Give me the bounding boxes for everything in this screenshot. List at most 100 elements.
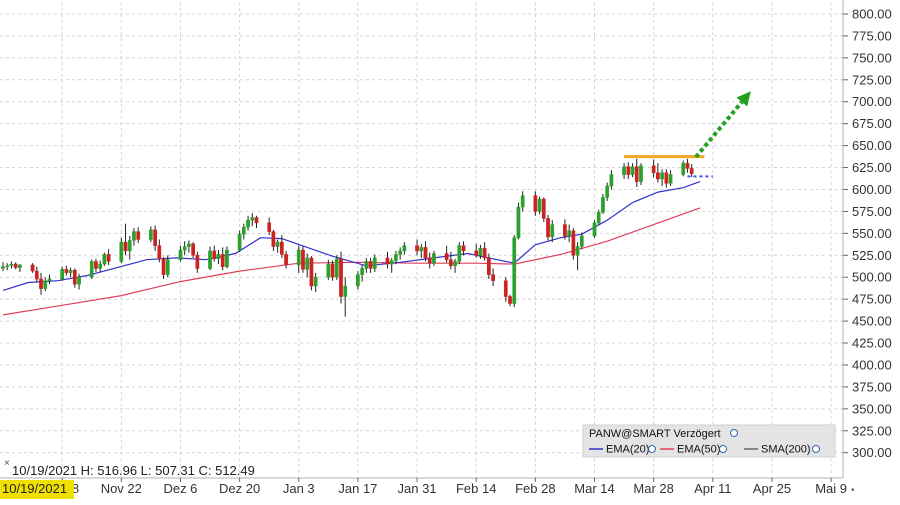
candle-body <box>89 261 94 278</box>
y-tick-label: 400.00 <box>852 357 892 372</box>
candle-body <box>453 261 457 267</box>
candle-body <box>161 258 166 275</box>
candle-body <box>64 269 69 274</box>
candle-body <box>326 263 331 278</box>
candle-body <box>601 197 605 213</box>
x-tick-label: Nov 22 <box>101 481 142 496</box>
candle <box>94 258 98 272</box>
candle <box>157 239 162 263</box>
x-tick-label: Mar 14 <box>574 481 614 496</box>
candle <box>389 257 394 273</box>
candle <box>161 257 166 279</box>
candle <box>487 253 491 279</box>
candle-body <box>18 264 22 268</box>
candle <box>503 277 508 302</box>
candle <box>453 258 457 273</box>
candle <box>356 271 360 290</box>
candle <box>689 164 694 178</box>
x-tick-label: Jan 31 <box>398 481 437 496</box>
candle <box>68 267 73 278</box>
candle-body <box>474 250 479 256</box>
candle-body <box>77 276 81 285</box>
x-tick-label: Dez 6 <box>163 481 197 496</box>
y-tick-label: 650.00 <box>852 138 892 153</box>
candle-body <box>537 198 542 212</box>
candle-body <box>208 250 212 269</box>
candle <box>30 263 35 273</box>
candle-body <box>309 257 314 287</box>
candle <box>516 202 521 240</box>
candle <box>77 273 81 290</box>
candle-body <box>622 166 626 175</box>
y-tick-label: 725.00 <box>852 72 892 87</box>
candle <box>596 209 601 225</box>
x-tick-label: Feb 14 <box>456 481 496 496</box>
candle-body <box>1 266 5 269</box>
candle-body <box>149 229 153 240</box>
candle-body <box>72 269 77 285</box>
globe-icon[interactable] <box>648 445 656 453</box>
globe-icon[interactable] <box>719 445 727 453</box>
settings-icon: • <box>851 485 855 496</box>
x-tick-label: Apr 11 <box>694 481 731 496</box>
candle <box>208 246 212 271</box>
candle-body <box>13 263 18 268</box>
globe-icon[interactable] <box>812 445 820 453</box>
legend-series-label: EMA(20) <box>606 444 649 456</box>
candle <box>13 262 18 270</box>
candle-body <box>423 247 428 259</box>
candle-body <box>34 270 39 280</box>
candle <box>334 255 339 280</box>
candle <box>508 294 512 307</box>
candle <box>309 256 314 291</box>
candle <box>364 257 369 273</box>
candle-body <box>508 296 512 304</box>
candle-body <box>153 229 157 246</box>
y-tick-label: 425.00 <box>852 336 892 351</box>
candle <box>563 219 567 240</box>
candle <box>106 249 111 265</box>
candle <box>419 243 424 258</box>
candle <box>372 254 377 272</box>
x-tick-label: Apr 25 <box>753 481 791 496</box>
candle-body <box>267 222 272 232</box>
y-tick-label: 675.00 <box>852 116 892 131</box>
candle-body <box>681 162 686 175</box>
candle-body <box>626 166 631 175</box>
candle <box>537 196 542 215</box>
y-tick-label: 325.00 <box>852 423 892 438</box>
candle <box>567 224 571 243</box>
candle <box>444 245 449 263</box>
globe-icon[interactable] <box>730 429 738 437</box>
candle-body <box>482 248 487 259</box>
candle <box>165 255 170 278</box>
candle <box>639 163 643 186</box>
candle-body <box>389 260 394 265</box>
candle-body <box>343 285 348 297</box>
candle-body <box>132 231 136 241</box>
candle <box>415 239 419 256</box>
y-tick-label: 525.00 <box>852 248 892 263</box>
candle <box>575 242 580 271</box>
y-tick-label: 625.00 <box>852 160 892 175</box>
candle-body <box>427 257 432 264</box>
candle-body <box>372 257 377 269</box>
candle <box>520 191 525 212</box>
candle <box>225 246 229 269</box>
candle-body <box>639 165 643 182</box>
candle <box>220 247 225 271</box>
candle <box>339 251 343 304</box>
candle-body <box>237 233 242 251</box>
candle-body <box>550 224 555 238</box>
candle-body <box>98 263 103 269</box>
candle-body <box>419 247 424 252</box>
candle <box>432 250 436 266</box>
candle <box>656 163 660 183</box>
candle-body <box>575 246 580 256</box>
candle-body <box>195 255 200 269</box>
candle-body <box>9 263 14 267</box>
candle <box>305 253 310 278</box>
candle-body <box>106 254 111 262</box>
candle-body <box>360 268 364 275</box>
legend-box <box>582 424 836 458</box>
